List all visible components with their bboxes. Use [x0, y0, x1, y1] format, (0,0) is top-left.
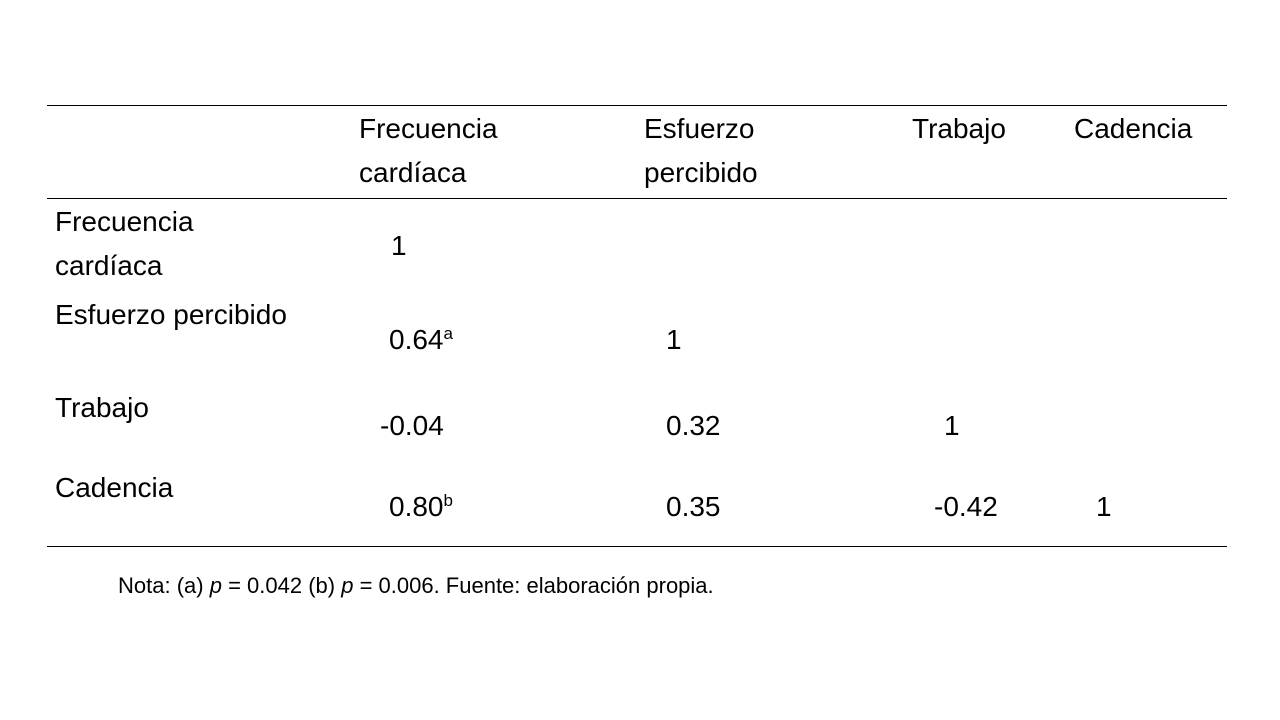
cell: -0.04 [380, 410, 444, 441]
cell: 0.35 [666, 491, 721, 522]
row-label: Frecuencia cardíaca [55, 206, 194, 281]
column-header: Cadencia [1074, 113, 1193, 144]
note-text: = 0.042 (b) [221, 573, 342, 598]
cell: 1 [666, 324, 682, 355]
cell: 0.64a [389, 318, 453, 362]
note-text: Nota: (a) [118, 573, 210, 598]
cell: 0.80b [389, 485, 453, 529]
column-header: Esfuerzo percibido [644, 113, 758, 188]
cell: 1 [944, 410, 960, 441]
note-text: = 0.006. Fuente: elaboración propia. [353, 573, 714, 598]
column-header: Trabajo [912, 113, 1006, 144]
cell-superscript: b [443, 491, 453, 510]
note-italic: p [209, 573, 222, 598]
cell: 1 [391, 230, 407, 261]
cell-value: 0.80 [389, 491, 444, 522]
cell-value: 0.64 [389, 324, 444, 355]
column-header: Frecuencia cardíaca [359, 113, 498, 188]
row-label: Cadencia [55, 472, 174, 503]
cell: 0.32 [666, 410, 721, 441]
bottom-rule [47, 546, 1227, 547]
cell: 1 [1096, 491, 1112, 522]
table-note: Nota: (a) p = 0.042 (b) p = 0.006. Fuent… [118, 572, 714, 600]
note-italic: p [341, 573, 354, 598]
top-rule [47, 105, 1227, 106]
header-rule [47, 198, 1227, 199]
cell-superscript: a [443, 324, 453, 343]
cell: -0.42 [934, 491, 998, 522]
row-label: Esfuerzo percibido [55, 299, 287, 330]
row-label: Trabajo [55, 392, 149, 423]
